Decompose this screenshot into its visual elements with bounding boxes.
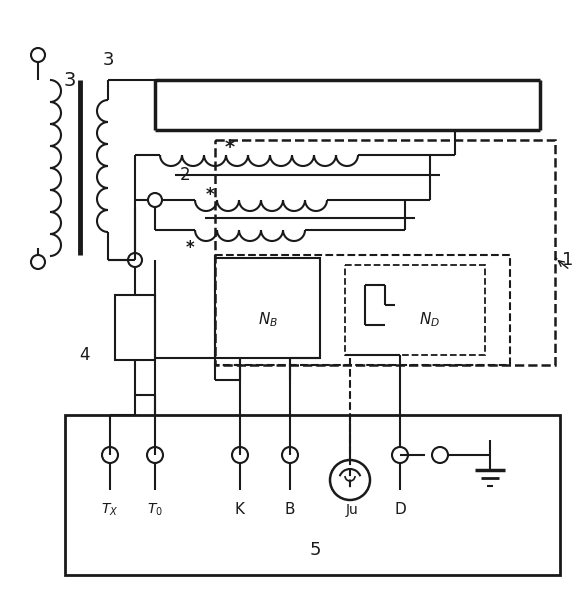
Text: 5: 5 (309, 541, 321, 559)
Bar (215, 140, 555, 365)
Bar (65, 415, 560, 575)
Text: 3: 3 (64, 70, 76, 89)
Text: 1: 1 (562, 251, 574, 269)
Text: B: B (285, 503, 295, 517)
Text: *: * (225, 139, 235, 157)
Text: $T_0$: $T_0$ (147, 502, 163, 518)
Text: 2: 2 (180, 166, 190, 184)
Text: $N_B$: $N_B$ (258, 311, 278, 329)
Text: *: * (185, 239, 194, 257)
Text: 4: 4 (80, 346, 90, 364)
Text: K: K (235, 503, 245, 517)
Text: $T_X$: $T_X$ (101, 502, 119, 518)
Bar (215, 258, 320, 358)
Text: D: D (394, 503, 406, 517)
Text: $N_D$: $N_D$ (419, 311, 441, 329)
Text: *: * (206, 186, 214, 204)
Text: Ju: Ju (346, 503, 359, 517)
Bar (215, 255, 510, 365)
Bar (345, 265, 485, 355)
Text: 3: 3 (102, 51, 113, 69)
Bar (115, 295, 155, 360)
